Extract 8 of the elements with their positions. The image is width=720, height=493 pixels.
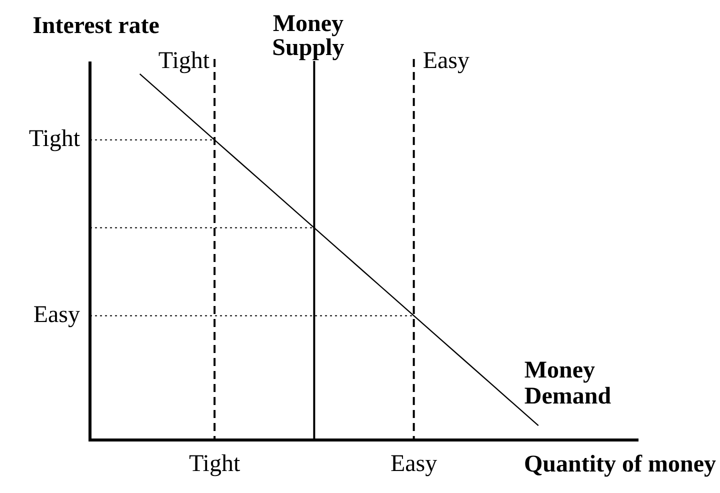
ref-line-label: Easy <box>33 302 80 328</box>
series-label: Money Demand <box>524 358 612 410</box>
y-axis-title: Interest rate <box>32 13 160 39</box>
text: Money Supply <box>272 11 344 61</box>
ref-line-label: Easy <box>422 48 470 74</box>
x-axis-title: Quantity of money <box>524 451 716 478</box>
ref-line-label: Tight <box>158 48 210 74</box>
ref-line-label: Tight <box>28 126 80 152</box>
